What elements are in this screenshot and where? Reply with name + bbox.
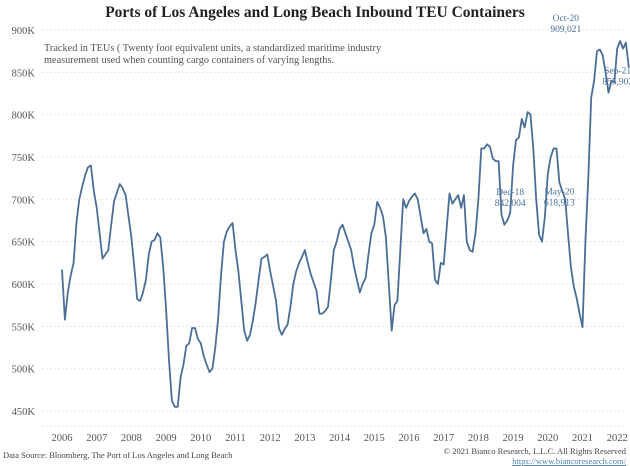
- annotation-date: Sep-21: [604, 66, 630, 76]
- y-tick-label: 700K: [12, 195, 36, 206]
- y-tick-label: 600K: [12, 280, 36, 291]
- y-tick-label: 850K: [12, 68, 36, 79]
- x-axis: 2006 2007 2008 2009 2010 2011 2012 2013 2014 2015…: [52, 433, 628, 444]
- annotation-date: May-20: [544, 187, 574, 197]
- y-tick-label: 550K: [12, 322, 36, 333]
- y-tick-label: 900K: [12, 26, 36, 37]
- annotation-date: Oct-20: [553, 14, 580, 24]
- x-tick-label: 2009: [156, 433, 177, 444]
- grid-layer: [42, 29, 625, 427]
- copyright-text: © 2021 Bianco Research, L.L.C. All Right…: [443, 446, 626, 456]
- x-tick-label: 2012: [260, 433, 281, 444]
- y-tick-label: 800K: [12, 111, 36, 122]
- x-tick-label: 2018: [468, 433, 489, 444]
- note-line-1: Tracked in TEUs ( Twenty foot equivalent…: [44, 43, 382, 54]
- x-tick-label: 2017: [433, 433, 454, 444]
- x-tick-label: 2010: [190, 433, 211, 444]
- annotation-value: 909,021: [550, 25, 581, 35]
- chart-note: Tracked in TEUs ( Twenty foot equivalent…: [44, 43, 382, 66]
- website-link[interactable]: https://www.biancoresearch.com/: [512, 456, 626, 466]
- annotation-date: Dec-18: [496, 188, 524, 198]
- x-tick-label: 2015: [364, 433, 385, 444]
- y-axis: 450K 500K 550K 600K 650K 700K 750K 800K 850K 900K: [12, 26, 36, 418]
- x-tick-label: 2011: [225, 433, 246, 444]
- x-tick-label: 2013: [294, 433, 315, 444]
- x-tick-label: 2008: [121, 433, 142, 444]
- series-layer: [61, 40, 630, 408]
- annotation-value: 618,913: [544, 198, 575, 208]
- x-tick-label: 2016: [399, 433, 420, 444]
- x-tick-label: 2022: [607, 433, 628, 444]
- x-tick-label: 2019: [503, 433, 524, 444]
- chart-title: Ports of Los Angeles and Long Beach Inbo…: [105, 4, 525, 21]
- x-tick-label: 2007: [86, 433, 107, 444]
- x-tick-label: 2014: [329, 433, 351, 444]
- annotation-value: 842,004: [495, 199, 526, 209]
- y-tick-label: 750K: [12, 153, 36, 164]
- data-source: Data Source: Bloomberg, The Port of Los …: [3, 450, 233, 460]
- x-tick-label: 2020: [537, 433, 558, 444]
- series-line: [61, 40, 630, 408]
- note-line-2: measurement used when counting cargo con…: [44, 55, 334, 66]
- x-tick-label: 2006: [52, 433, 73, 444]
- y-tick-label: 450K: [12, 407, 36, 418]
- y-tick-label: 500K: [12, 365, 36, 376]
- copyright-block: © 2021 Bianco Research, L.L.C. All Right…: [444, 446, 626, 466]
- annotation-value: 855,902: [602, 77, 630, 87]
- y-tick-label: 650K: [12, 238, 36, 249]
- x-tick-label: 2021: [572, 433, 593, 444]
